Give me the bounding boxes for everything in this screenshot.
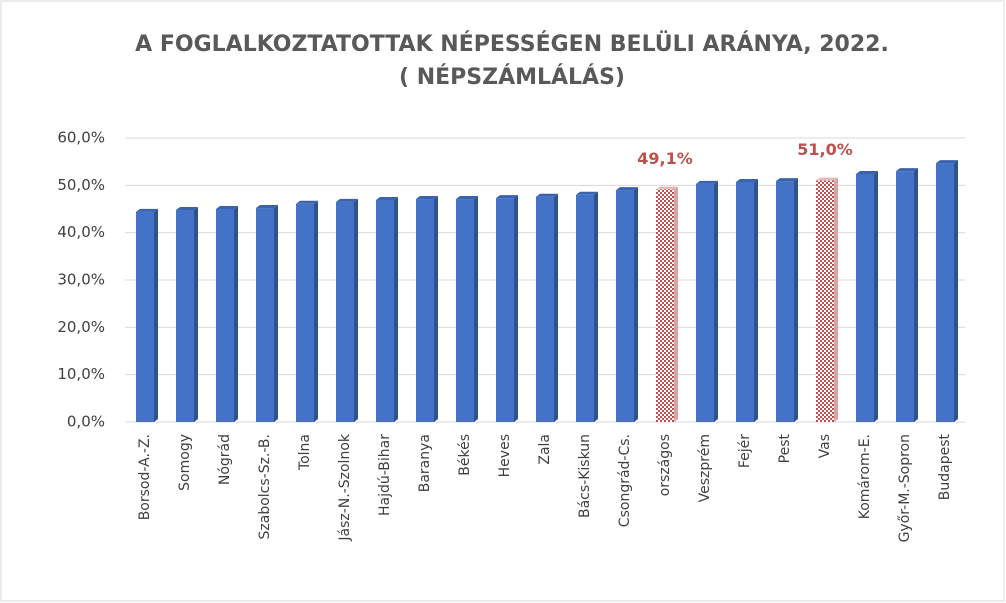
bar-side — [194, 206, 198, 422]
bar-side — [634, 187, 638, 422]
bar-side — [914, 168, 918, 422]
bar — [936, 163, 954, 422]
bar-side — [314, 200, 318, 422]
bar — [336, 201, 354, 422]
y-tick-label: 10,0% — [57, 365, 105, 383]
x-tick-label: Pest — [777, 433, 793, 463]
bar — [456, 199, 474, 422]
value-label: 51,0% — [797, 140, 853, 159]
chart-subtitle: ( NÉPSZÁMLÁLÁS) — [399, 64, 625, 90]
bar-side — [674, 186, 678, 422]
bar — [576, 194, 594, 422]
bar — [776, 181, 794, 422]
bar-side — [554, 193, 558, 422]
bar-top — [896, 168, 918, 172]
bar-top — [616, 187, 638, 191]
bar-side — [954, 160, 958, 422]
bar-top — [376, 197, 398, 201]
x-tick-label: Bács-Kiskun — [577, 434, 593, 518]
bar-side — [354, 198, 358, 422]
bar-side — [714, 180, 718, 422]
bar-side — [874, 170, 878, 422]
x-tick-label: Szabolcs-Sz.-B. — [257, 434, 273, 540]
bar — [216, 209, 234, 422]
bar-side — [394, 197, 398, 422]
x-tick-label: Komárom-E. — [857, 434, 873, 519]
bar-top — [936, 160, 958, 164]
bar — [736, 182, 754, 422]
bar-top — [336, 198, 358, 202]
bar-side — [834, 177, 838, 422]
bar — [136, 211, 154, 422]
bar-side — [474, 196, 478, 422]
bar — [416, 199, 434, 422]
x-tick-label: Jász-N.-Szolnok — [337, 433, 353, 542]
y-tick-label: 20,0% — [57, 318, 105, 336]
bar — [616, 190, 634, 422]
x-tick-label: Fejér — [737, 434, 753, 468]
x-tick-label: Borsod-A.-Z. — [137, 434, 153, 520]
y-tick-label: 40,0% — [57, 223, 105, 241]
bar-top — [856, 170, 878, 174]
bar — [856, 173, 874, 422]
y-tick-label: 30,0% — [57, 271, 105, 289]
bar-side — [154, 208, 158, 422]
bar — [296, 203, 314, 422]
bar-top — [256, 205, 278, 209]
bar-top — [496, 195, 518, 199]
bar — [536, 196, 554, 422]
x-tick-label: Baranya — [417, 434, 433, 492]
y-tick-label: 60,0% — [57, 129, 105, 147]
bar — [696, 183, 714, 422]
bar-side — [234, 206, 238, 422]
bar — [176, 209, 194, 422]
x-tick-label: országos — [657, 434, 673, 496]
bar-side — [794, 178, 798, 422]
bar — [496, 198, 514, 422]
bar — [816, 180, 834, 422]
bar-top — [216, 206, 238, 209]
bar-top — [136, 208, 158, 212]
x-tick-label: Heves — [497, 434, 513, 477]
x-tick-label: Békés — [457, 434, 473, 476]
x-tick-label: Győr-M.-Sopron — [897, 434, 913, 542]
bar-top — [776, 178, 798, 182]
x-tick-label: Hajdú-Bihar — [377, 434, 393, 516]
value-label: 49,1% — [637, 149, 693, 168]
x-tick-label: Tolna — [297, 434, 313, 471]
bar-side — [274, 205, 278, 422]
bar-top — [656, 186, 678, 190]
bar — [896, 171, 914, 422]
bar-side — [434, 196, 438, 422]
bar-side — [514, 195, 518, 422]
x-tick-label: Zala — [537, 434, 553, 465]
x-tick-label: Budapest — [937, 433, 953, 500]
x-tick-label: Somogy — [177, 434, 193, 491]
y-tick-label: 50,0% — [57, 176, 105, 194]
bar-top — [536, 193, 558, 197]
y-tick-label: 0,0% — [67, 413, 105, 431]
bar-top — [176, 206, 198, 210]
x-tick-label: Nógrád — [217, 434, 233, 485]
bar-top — [696, 180, 718, 184]
bar-top — [736, 179, 758, 183]
x-tick-label: Veszprém — [697, 434, 713, 502]
bar — [256, 208, 274, 422]
x-tick-label: Vas — [817, 434, 833, 458]
bar-top — [576, 191, 598, 195]
bar — [376, 200, 394, 422]
bar — [656, 189, 674, 422]
chart-title: A FOGLALKOZTATOTTAK NÉPESSÉGEN BELÜLI AR… — [135, 31, 889, 57]
bar-top — [296, 200, 318, 204]
bar-top — [456, 196, 478, 200]
x-tick-label: Csongrád-Cs. — [617, 434, 633, 527]
bar-side — [594, 191, 598, 422]
bar-side — [754, 179, 758, 422]
bar-top — [416, 196, 438, 200]
bar-top — [816, 177, 838, 181]
